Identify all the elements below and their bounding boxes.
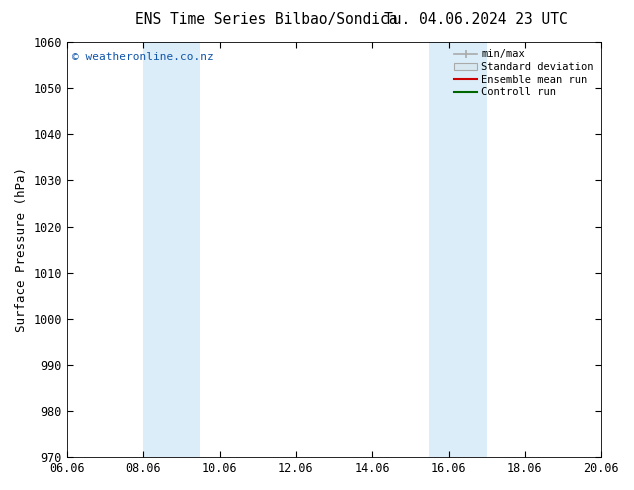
Text: ENS Time Series Bilbao/Sondica: ENS Time Series Bilbao/Sondica: [135, 12, 398, 27]
Legend: min/max, Standard deviation, Ensemble mean run, Controll run: min/max, Standard deviation, Ensemble me…: [452, 47, 596, 99]
Y-axis label: Surface Pressure (hPa): Surface Pressure (hPa): [15, 167, 28, 332]
Bar: [143, 42, 200, 457]
Bar: [429, 42, 487, 457]
Text: © weatheronline.co.nz: © weatheronline.co.nz: [72, 52, 214, 62]
Text: Tu. 04.06.2024 23 UTC: Tu. 04.06.2024 23 UTC: [384, 12, 567, 27]
